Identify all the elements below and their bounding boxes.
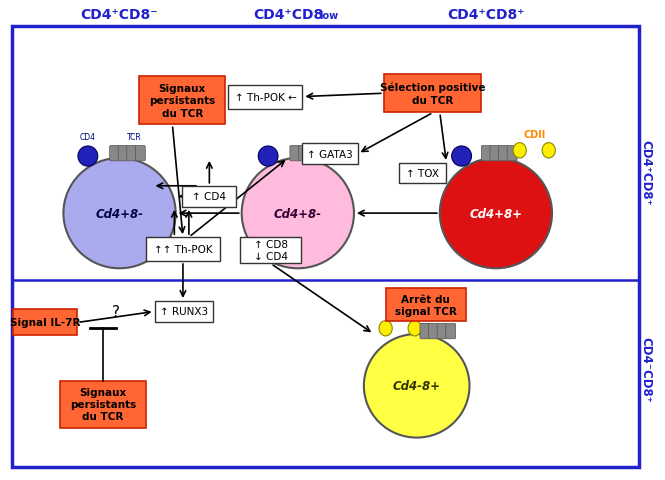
- Text: Arrêt du
signal TCR: Arrêt du signal TCR: [395, 294, 457, 316]
- Text: ↑↑ Th-POK: ↑↑ Th-POK: [154, 245, 212, 254]
- Text: TCR: TCR: [127, 132, 142, 142]
- Text: CD4⁺CD8: CD4⁺CD8: [253, 8, 323, 22]
- FancyBboxPatch shape: [240, 238, 301, 264]
- FancyBboxPatch shape: [154, 301, 213, 323]
- FancyBboxPatch shape: [316, 146, 326, 161]
- Text: ?: ?: [112, 305, 120, 320]
- Text: CD4: CD4: [80, 132, 96, 142]
- FancyBboxPatch shape: [146, 238, 220, 262]
- Ellipse shape: [440, 158, 552, 269]
- FancyBboxPatch shape: [303, 144, 358, 165]
- Text: ↑ RUNX3: ↑ RUNX3: [160, 307, 207, 317]
- Ellipse shape: [241, 158, 354, 269]
- Text: ↑ TOX: ↑ TOX: [406, 168, 439, 179]
- Ellipse shape: [258, 147, 278, 167]
- FancyBboxPatch shape: [110, 146, 120, 161]
- Ellipse shape: [513, 144, 526, 158]
- Text: CD4⁻CD8⁺: CD4⁻CD8⁺: [639, 336, 652, 402]
- Text: Signaux
persistants
du TCR: Signaux persistants du TCR: [149, 84, 215, 119]
- Text: Signal IL-7R: Signal IL-7R: [10, 318, 80, 327]
- FancyBboxPatch shape: [140, 77, 225, 125]
- FancyBboxPatch shape: [290, 146, 300, 161]
- FancyBboxPatch shape: [399, 163, 446, 183]
- Text: CD4⁺CD8⁺: CD4⁺CD8⁺: [639, 140, 652, 206]
- FancyBboxPatch shape: [60, 381, 146, 428]
- FancyBboxPatch shape: [307, 146, 317, 161]
- Text: Sélection positive
du TCR: Sélection positive du TCR: [380, 83, 485, 106]
- Text: ↑ GATA3: ↑ GATA3: [307, 149, 353, 159]
- FancyBboxPatch shape: [299, 146, 309, 161]
- Ellipse shape: [78, 147, 98, 167]
- FancyBboxPatch shape: [136, 146, 145, 161]
- Ellipse shape: [63, 158, 176, 269]
- FancyBboxPatch shape: [437, 324, 447, 339]
- Text: CD4⁺CD8⁻: CD4⁺CD8⁻: [80, 8, 158, 22]
- Text: Cd4-8+: Cd4-8+: [393, 380, 441, 393]
- Text: Cd4+8-: Cd4+8-: [274, 207, 322, 220]
- FancyBboxPatch shape: [118, 146, 128, 161]
- FancyBboxPatch shape: [428, 324, 438, 339]
- Ellipse shape: [364, 334, 469, 438]
- FancyBboxPatch shape: [12, 27, 639, 468]
- Ellipse shape: [379, 321, 392, 336]
- FancyBboxPatch shape: [182, 186, 237, 207]
- Text: ↑ CD4: ↑ CD4: [192, 192, 226, 202]
- FancyBboxPatch shape: [490, 146, 500, 161]
- Text: ↑ CD8
↓ CD4: ↑ CD8 ↓ CD4: [254, 240, 288, 262]
- FancyBboxPatch shape: [499, 146, 509, 161]
- Ellipse shape: [452, 147, 471, 167]
- Text: Signaux
persistants
du TCR: Signaux persistants du TCR: [70, 387, 136, 421]
- FancyBboxPatch shape: [384, 75, 481, 113]
- Text: CD4⁺CD8⁺: CD4⁺CD8⁺: [448, 8, 525, 22]
- FancyBboxPatch shape: [127, 146, 137, 161]
- Text: Cd4+8+: Cd4+8+: [469, 207, 523, 220]
- FancyBboxPatch shape: [386, 289, 466, 322]
- Text: CDII: CDII: [523, 130, 545, 140]
- Text: low: low: [319, 11, 338, 21]
- FancyBboxPatch shape: [446, 324, 456, 339]
- Text: Cd4+8-: Cd4+8-: [96, 207, 144, 220]
- FancyBboxPatch shape: [229, 85, 303, 109]
- FancyBboxPatch shape: [13, 310, 77, 336]
- Ellipse shape: [408, 321, 422, 336]
- FancyBboxPatch shape: [507, 146, 517, 161]
- Ellipse shape: [542, 144, 555, 158]
- FancyBboxPatch shape: [420, 324, 430, 339]
- Text: ↑ Th-POK ←: ↑ Th-POK ←: [235, 92, 297, 102]
- FancyBboxPatch shape: [481, 146, 491, 161]
